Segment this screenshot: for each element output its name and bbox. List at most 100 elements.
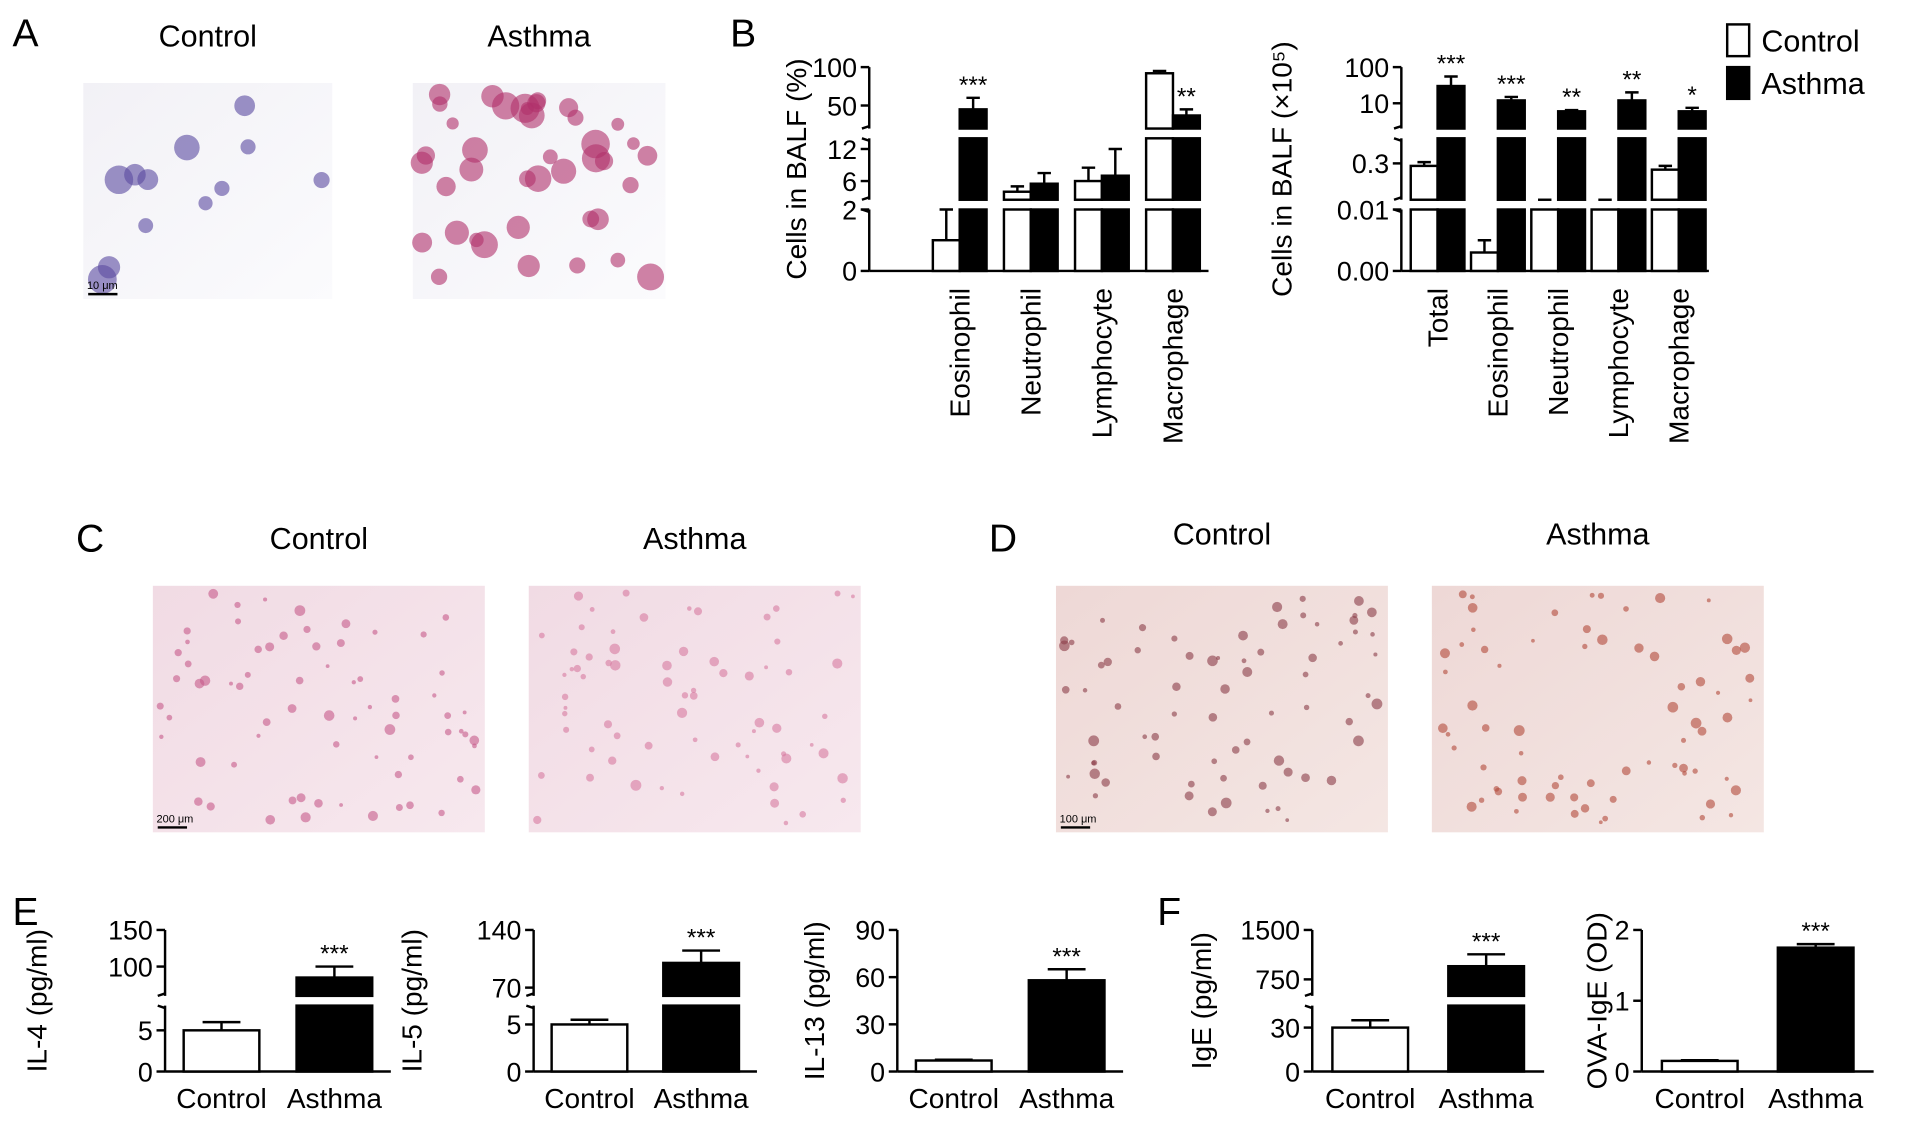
tissue-cell xyxy=(1439,648,1450,659)
tissue-cell xyxy=(542,149,558,165)
bar xyxy=(1556,208,1587,273)
tissue-cell xyxy=(256,733,261,738)
tissue-cell xyxy=(325,664,330,669)
y-tick-label: 60 xyxy=(855,963,885,993)
tissue-cell xyxy=(395,804,403,811)
tissue-cell xyxy=(1451,745,1457,751)
tissue-cell xyxy=(1570,809,1579,818)
tissue-cell xyxy=(1602,815,1609,822)
x-tick-label: Asthma xyxy=(1439,1083,1534,1114)
y-tick-label: 5 xyxy=(138,1016,153,1046)
bar xyxy=(1331,1026,1410,1073)
tissue-cell xyxy=(1467,602,1478,613)
tissue-cell xyxy=(1303,704,1310,711)
tissue-cell xyxy=(235,618,242,625)
bar xyxy=(1590,208,1620,273)
tissue-cell xyxy=(533,815,542,825)
tissue-cell xyxy=(408,754,414,761)
tissue-cell xyxy=(195,757,206,767)
x-tick-label: Eosinophil xyxy=(1483,288,1514,417)
bar xyxy=(1436,84,1466,130)
tissue-cell xyxy=(231,761,238,768)
tissue-cell xyxy=(1705,799,1716,809)
tissue-cell xyxy=(367,704,373,710)
tissue-cell xyxy=(1353,735,1364,747)
tissue-cell xyxy=(692,737,698,743)
tissue-cell xyxy=(1459,642,1465,647)
tissue-cell xyxy=(351,680,356,685)
tissue-cell xyxy=(822,713,828,720)
micrograph-title: Asthma xyxy=(643,522,746,556)
tissue-cell xyxy=(138,218,154,234)
tissue-cell xyxy=(559,98,579,118)
tissue-cell xyxy=(569,667,575,672)
bar xyxy=(1144,208,1175,273)
y-tick-label: 2 xyxy=(1615,916,1630,946)
panel-label: A xyxy=(13,12,39,55)
tissue-cell xyxy=(1623,606,1629,612)
tissue-cell xyxy=(1728,813,1734,818)
tissue-cell xyxy=(1438,723,1448,734)
error-bar xyxy=(1685,106,1699,112)
tissue-cell xyxy=(1681,737,1687,743)
y-tick-label: 0.00 xyxy=(1337,257,1389,287)
tissue-cell xyxy=(1695,677,1706,687)
y-axis-label: IL-5 (pg/ml) xyxy=(396,929,427,1072)
tissue-cell xyxy=(1655,592,1666,604)
error-bar xyxy=(1152,69,1167,74)
significance-label: *** xyxy=(320,941,349,968)
bar xyxy=(1073,208,1104,273)
tissue-cell xyxy=(1371,698,1383,710)
tissue-cell xyxy=(851,594,855,599)
tissue-cell xyxy=(432,96,448,112)
tissue-cell xyxy=(442,614,450,621)
significance-label: ** xyxy=(1177,83,1196,110)
tissue-cell xyxy=(630,779,642,791)
tissue-cell xyxy=(1445,732,1451,737)
tissue-cell xyxy=(183,627,191,635)
tissue-cell xyxy=(659,785,665,791)
tissue-cell xyxy=(457,775,464,783)
y-tick-label: 750 xyxy=(1255,965,1300,995)
error-bar xyxy=(570,1018,609,1025)
bar xyxy=(1171,114,1202,130)
bar xyxy=(1556,110,1587,130)
bar xyxy=(1144,72,1175,130)
tissue-cell xyxy=(462,137,488,163)
bar xyxy=(662,1004,741,1073)
tissue-cell xyxy=(1467,700,1478,711)
tissue-cell xyxy=(336,639,345,648)
tissue-cell xyxy=(582,210,600,228)
y-tick-label: 1 xyxy=(1615,987,1630,1017)
tissue-cell xyxy=(1208,713,1218,722)
tissue-cell xyxy=(1667,701,1679,713)
bar xyxy=(958,108,988,130)
tissue-cell xyxy=(637,263,665,291)
significance-label: *** xyxy=(1497,71,1526,98)
tissue-cell xyxy=(1171,711,1177,717)
axis-break xyxy=(157,992,166,1010)
tissue-cell xyxy=(1185,651,1194,660)
tissue-cell xyxy=(458,728,464,734)
tissue-cell xyxy=(781,753,792,764)
tissue-cell xyxy=(578,624,585,631)
tissue-cell xyxy=(517,254,540,278)
bar xyxy=(662,961,741,998)
tissue-cell xyxy=(611,117,625,131)
tissue-cell xyxy=(1739,642,1751,653)
tissue-cell xyxy=(1059,640,1070,652)
bar xyxy=(1027,979,1106,1073)
tissue-cell xyxy=(1609,795,1617,803)
tissue-cell xyxy=(772,723,782,733)
tissue-cell xyxy=(678,646,689,657)
tissue-cell xyxy=(1326,775,1337,786)
error-bar xyxy=(1467,953,1506,967)
tissue-cell xyxy=(1580,804,1590,813)
tissue-cell xyxy=(1373,652,1378,657)
x-tick-label: Asthma xyxy=(287,1083,382,1114)
tissue-cell xyxy=(818,748,829,759)
tissue-cell xyxy=(1142,734,1148,740)
y-tick-label: 0 xyxy=(1615,1057,1630,1087)
tissue-cell xyxy=(1285,818,1290,822)
tissue-cell xyxy=(287,704,297,713)
